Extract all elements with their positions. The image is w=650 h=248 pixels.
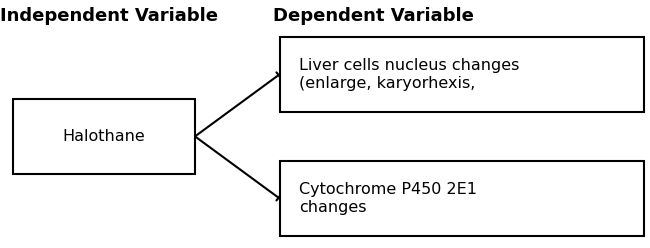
Text: Cytochrome P450 2E1
changes: Cytochrome P450 2E1 changes bbox=[299, 182, 477, 215]
Text: Liver cells nucleus changes
(enlarge, karyorhexis,: Liver cells nucleus changes (enlarge, ka… bbox=[299, 58, 519, 91]
Text: Independent Variable: Independent Variable bbox=[0, 7, 218, 26]
Text: Dependent Variable: Dependent Variable bbox=[273, 7, 474, 26]
Bar bbox=[13, 99, 195, 174]
Bar bbox=[280, 37, 644, 112]
Text: Halothane: Halothane bbox=[62, 129, 146, 144]
Bar bbox=[280, 161, 644, 236]
